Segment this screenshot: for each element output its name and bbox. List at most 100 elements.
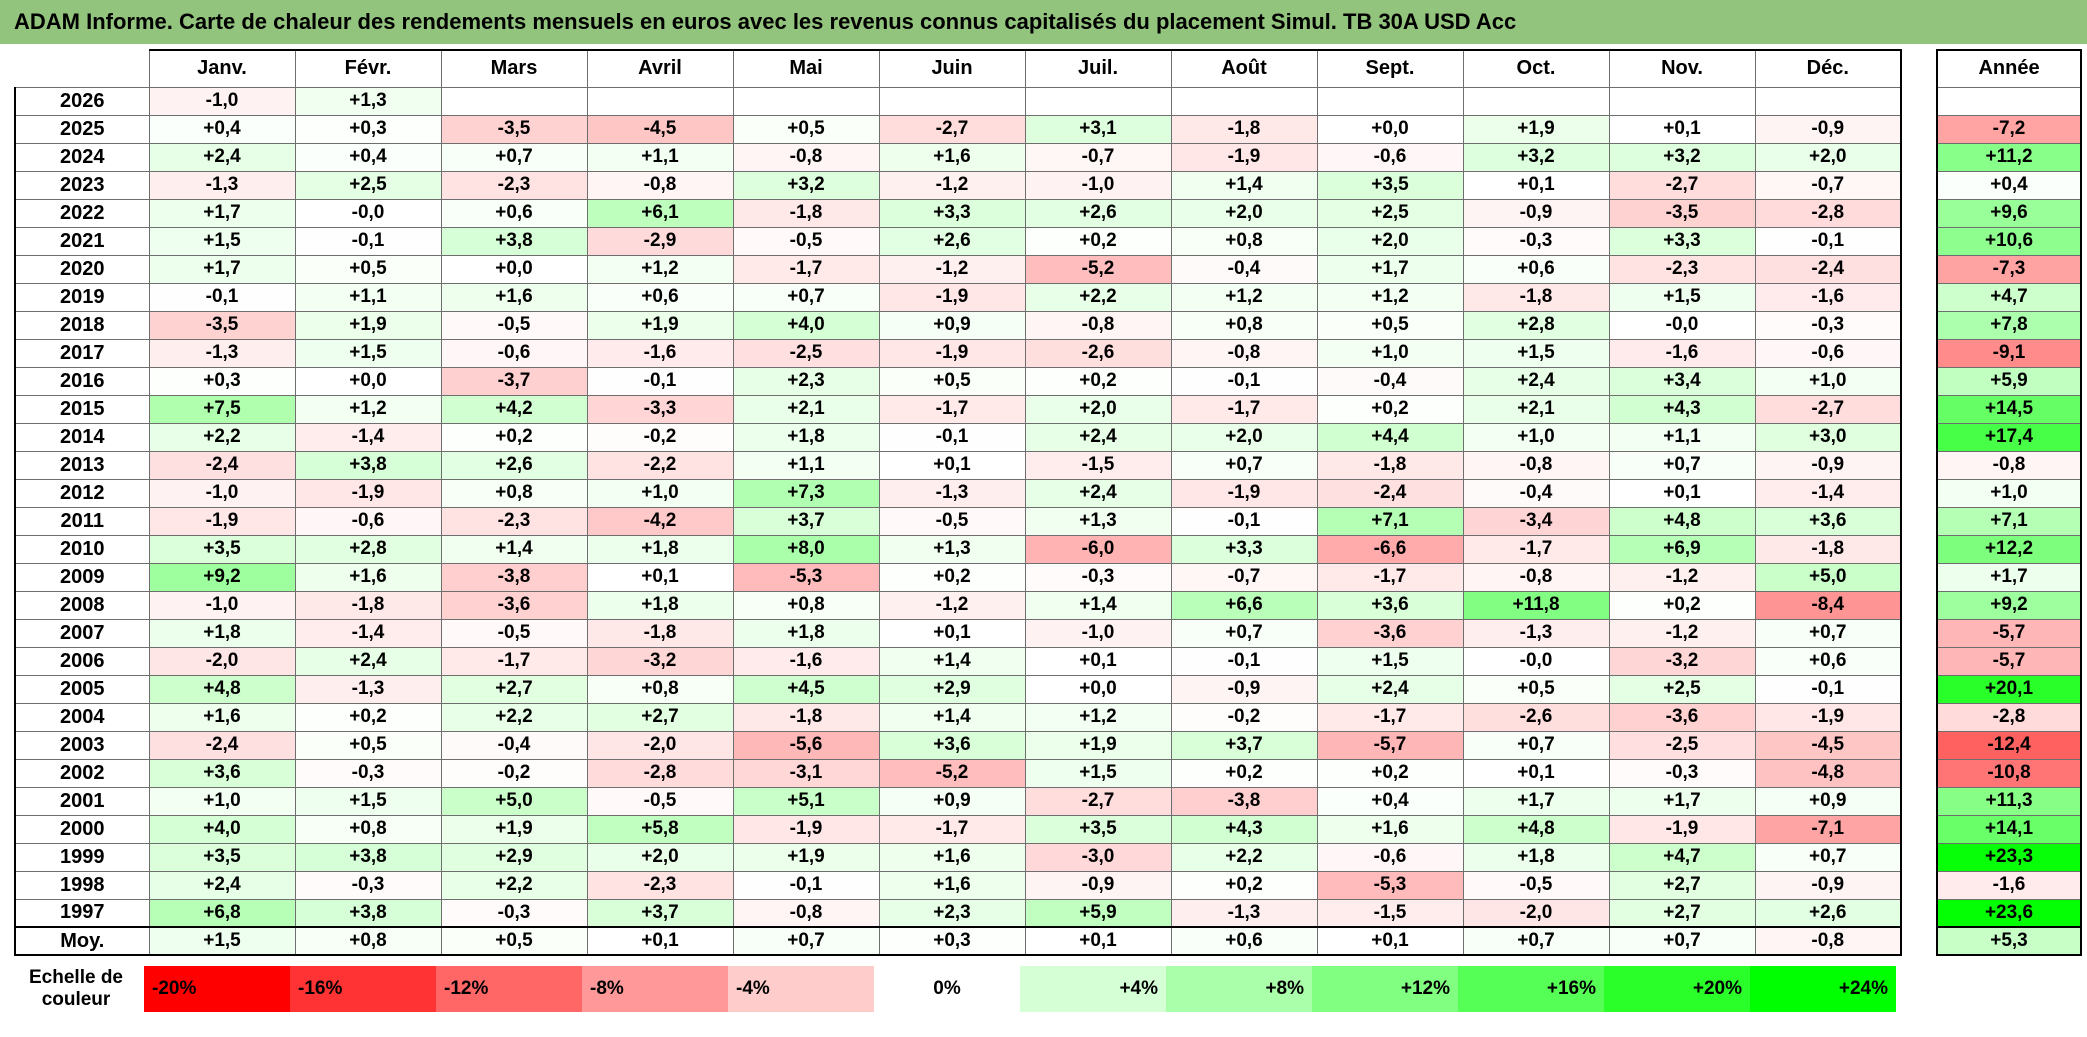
return-cell: -0,4	[1462, 478, 1610, 508]
annual-return-cell: +23,3	[1936, 842, 2082, 872]
return-cell: +1,6	[878, 870, 1026, 900]
year-row: 2016 +0,3 +0,0 -3,7 -0,1 +2,3 +0,5 +0,2 -0,1 -0,4…	[14, 366, 1902, 396]
year-row: 2014 +2,2 -1,4 +0,2 -0,2 +1,8 -0,1 +2,4 +2,0 +4,4…	[14, 422, 1902, 452]
return-cell: -6,0	[1024, 534, 1172, 564]
return-cell: +0,7	[732, 282, 880, 312]
return-cell: +0,0	[1316, 114, 1464, 144]
scale-tick: +16%	[1458, 966, 1604, 1012]
month-header: Avril	[586, 49, 734, 88]
return-cell: +3,6	[148, 758, 296, 788]
return-cell: +7,1	[1316, 506, 1464, 536]
annual-row: -2,8	[1936, 702, 2082, 732]
return-cell: +0,3	[148, 366, 296, 396]
year-label: 2010	[14, 534, 150, 564]
return-cell: -0,2	[586, 422, 734, 452]
return-cell: +0,9	[878, 786, 1026, 816]
return-cell: +3,5	[1316, 170, 1464, 200]
year-label: 2000	[14, 814, 150, 844]
return-cell: +0,4	[1316, 786, 1464, 816]
return-cell: -3,4	[1462, 506, 1610, 536]
return-cell: +1,6	[440, 282, 588, 312]
return-cell: -3,6	[1316, 618, 1464, 648]
return-cell: +1,7	[1608, 786, 1756, 816]
annual-return-cell: -12,4	[1936, 730, 2082, 760]
year-label: 2024	[14, 142, 150, 172]
return-cell: -1,7	[1316, 702, 1464, 732]
year-row: 2011 -1,9 -0,6 -2,3 -4,2 +3,7 -0,5 +1,3 -0,1 +7,1…	[14, 506, 1902, 536]
average-label: Moy.	[14, 926, 150, 956]
annual-return-cell: +9,2	[1936, 590, 2082, 620]
return-cell: +0,2	[1024, 366, 1172, 396]
return-cell: +1,4	[878, 702, 1026, 732]
return-cell: +0,2	[1170, 758, 1318, 788]
return-cell: -1,6	[586, 338, 734, 368]
annual-row: +7,8	[1936, 310, 2082, 340]
return-cell: +1,6	[1316, 814, 1464, 844]
return-cell: +2,4	[148, 142, 296, 172]
return-cell: -1,2	[1608, 618, 1756, 648]
return-cell: -0,7	[1754, 170, 1902, 200]
year-row: 2012 -1,0 -1,9 +0,8 +1,0 +7,3 -1,3 +2,4 -1,9 -2,4…	[14, 478, 1902, 508]
year-row: 2024 +2,4 +0,4 +0,7 +1,1 -0,8 +1,6 -0,7 -1,9 -0,6…	[14, 142, 1902, 172]
return-cell: +0,2	[1024, 226, 1172, 256]
return-cell: +3,6	[1754, 506, 1902, 536]
return-cell: +2,5	[294, 170, 442, 200]
year-label: 2011	[14, 506, 150, 536]
average-cell: +0,1	[586, 926, 734, 956]
return-cell: +3,1	[1024, 114, 1172, 144]
annual-return-cell: +0,4	[1936, 170, 2082, 200]
return-cell: +2,6	[1024, 198, 1172, 228]
return-cell: +1,8	[148, 618, 296, 648]
return-cell: +2,4	[294, 646, 442, 676]
return-cell: +4,3	[1608, 394, 1756, 424]
return-cell	[1754, 86, 1902, 116]
year-row: 1999 +3,5 +3,8 +2,9 +2,0 +1,9 +1,6 -3,0 +2,2 -0,6…	[14, 842, 1902, 872]
return-cell: +4,0	[148, 814, 296, 844]
annual-return-cell: -1,6	[1936, 870, 2082, 900]
return-cell: -1,2	[878, 590, 1026, 620]
annual-body: -7,2 +11,2 +0,4 +9,6 +10,6 -7,3 +4,7 +7,8 -9,1 +5…	[1936, 86, 2082, 928]
return-cell: +2,2	[440, 870, 588, 900]
return-cell: -3,2	[1608, 646, 1756, 676]
return-cell: -0,3	[440, 898, 588, 928]
return-cell: -1,8	[586, 618, 734, 648]
return-cell: -0,0	[1462, 646, 1610, 676]
annual-row: -5,7	[1936, 618, 2082, 648]
return-cell: -0,1	[878, 422, 1026, 452]
return-cell: +2,0	[1170, 422, 1318, 452]
return-cell: -2,4	[148, 450, 296, 480]
year-row: 2018 -3,5 +1,9 -0,5 +1,9 +4,0 +0,9 -0,8 +0,8 +0,5…	[14, 310, 1902, 340]
return-cell: -0,6	[1316, 842, 1464, 872]
annual-row: -9,1	[1936, 338, 2082, 368]
return-cell: -1,9	[1170, 478, 1318, 508]
return-cell: -1,8	[1170, 114, 1318, 144]
return-cell: -5,2	[878, 758, 1026, 788]
month-header: Août	[1170, 49, 1318, 88]
color-scale-row: Echelle de couleur -20% -16% -12% -8% -4% 0% +…	[8, 966, 2087, 1012]
return-cell: +1,8	[732, 618, 880, 648]
year-label: 2021	[14, 226, 150, 256]
return-cell: +2,0	[1170, 198, 1318, 228]
return-cell: -3,1	[732, 758, 880, 788]
return-cell: +3,7	[732, 506, 880, 536]
annual-row: -0,8	[1936, 450, 2082, 480]
return-cell: -0,8	[586, 170, 734, 200]
return-cell: +0,5	[1462, 674, 1610, 704]
year-label: 2012	[14, 478, 150, 508]
return-cell: +5,9	[1024, 898, 1172, 928]
year-label: 2001	[14, 786, 150, 816]
return-cell: +0,2	[440, 422, 588, 452]
return-cell: -0,0	[1608, 310, 1756, 340]
title-bar: ADAM Informe. Carte de chaleur des rende…	[0, 0, 2087, 44]
year-label: 2016	[14, 366, 150, 396]
return-cell: -0,1	[586, 366, 734, 396]
return-cell: -1,9	[1754, 702, 1902, 732]
return-cell: +2,1	[1462, 394, 1610, 424]
annual-row: +1,7	[1936, 562, 2082, 592]
return-cell: +0,6	[440, 198, 588, 228]
annual-row: +1,0	[1936, 478, 2082, 508]
return-cell: +3,2	[1462, 142, 1610, 172]
return-cell: +1,2	[1024, 702, 1172, 732]
return-cell: +0,0	[1024, 674, 1172, 704]
return-cell: +1,5	[1316, 646, 1464, 676]
